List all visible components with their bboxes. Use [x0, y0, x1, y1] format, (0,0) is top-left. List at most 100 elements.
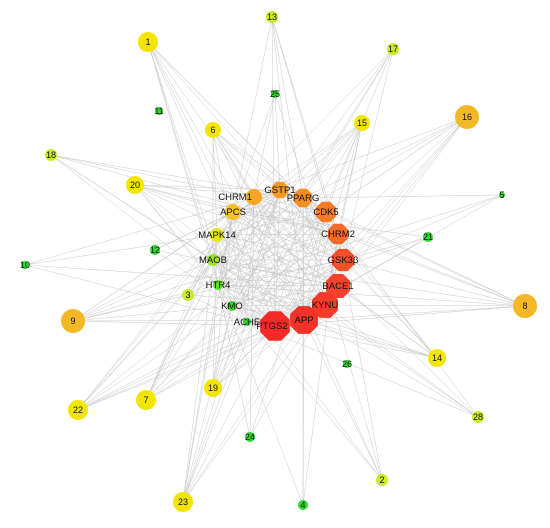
edge [212, 189, 281, 389]
edge [324, 304, 479, 418]
edge [253, 196, 326, 306]
edge [337, 233, 438, 359]
edge [337, 233, 383, 481]
edge [72, 233, 339, 322]
edge [147, 41, 276, 327]
edge [232, 211, 339, 235]
hub-node [327, 223, 349, 245]
node [21, 261, 29, 269]
edge [232, 211, 429, 238]
edge [325, 211, 479, 418]
node [136, 390, 156, 410]
hub-label: KMO [221, 301, 243, 312]
edge [147, 41, 255, 198]
edge [50, 154, 305, 321]
hub-label: CDK5 [313, 207, 338, 218]
edge [217, 284, 339, 287]
edge [253, 196, 383, 481]
edge [302, 197, 383, 481]
edge [302, 197, 339, 287]
edge [232, 211, 276, 327]
node [387, 43, 399, 55]
hub-node [207, 254, 219, 266]
edge [217, 211, 327, 286]
node-label: 17 [388, 44, 398, 54]
node-label: 3 [185, 290, 190, 300]
edge [231, 197, 304, 307]
edge [182, 234, 218, 503]
edge [216, 234, 233, 307]
node-label: 12 [150, 245, 160, 255]
edge [342, 259, 526, 307]
node-label: 11 [154, 106, 163, 116]
edge [216, 234, 479, 418]
node-label: 2 [379, 475, 384, 485]
hub-node [243, 318, 251, 326]
edge [77, 259, 214, 411]
hub-label: APP [294, 315, 313, 326]
edge [212, 321, 248, 389]
edge [217, 284, 383, 481]
edge [253, 196, 339, 235]
edge [77, 189, 281, 411]
node-label: 10 [20, 260, 30, 270]
edge [232, 48, 394, 213]
edge [232, 197, 304, 213]
edge [72, 259, 214, 322]
hub-label: GSK3β [328, 255, 359, 266]
edge [232, 211, 339, 287]
node-label: 6 [210, 125, 215, 135]
edge [147, 41, 219, 286]
edge [182, 321, 248, 503]
edge [182, 189, 281, 503]
edge [342, 236, 429, 261]
hub-label: BACE1 [322, 281, 353, 292]
edge [342, 48, 394, 261]
node-layer: 1 13 17 11 25 6 15 16 18 20 5 21 12 10 3 8 9 14 26 19 7 22 28 2… [20, 11, 537, 512]
hub-label: GSTP1 [264, 185, 295, 196]
edge [154, 249, 339, 287]
node-label: 24 [245, 432, 255, 442]
hub-label: MAOB [199, 255, 227, 266]
hub-node [326, 274, 350, 298]
edge [145, 234, 218, 401]
edge [182, 197, 304, 503]
node [455, 105, 479, 129]
edge [24, 234, 218, 266]
edge [72, 211, 234, 322]
edge [24, 264, 339, 287]
node-label: 23 [178, 497, 188, 507]
hub-label: ACHE [234, 317, 260, 328]
edge [212, 116, 468, 261]
edge [337, 233, 526, 307]
edge [72, 259, 344, 322]
edge [303, 305, 526, 321]
edge [212, 259, 305, 321]
node [513, 294, 537, 318]
hub-node [213, 280, 223, 290]
node [271, 90, 279, 98]
edge [217, 259, 344, 286]
hub-label: PTGS2 [256, 321, 287, 332]
node [126, 176, 144, 194]
edge [212, 259, 526, 307]
edge [182, 305, 233, 503]
edge [212, 211, 234, 389]
node-label: 7 [143, 395, 148, 405]
edge [302, 194, 503, 199]
hub-node [315, 201, 337, 223]
node-label: 21 [423, 232, 433, 242]
edge [77, 234, 218, 411]
node-label: 19 [208, 383, 218, 393]
edge [212, 129, 281, 191]
edge [325, 211, 339, 287]
edge [134, 184, 281, 191]
node [376, 474, 388, 486]
edge [217, 284, 438, 359]
node-label: 16 [462, 112, 472, 122]
node [150, 245, 160, 255]
node [61, 309, 85, 333]
node [68, 400, 88, 420]
edge [212, 233, 339, 261]
node [266, 11, 278, 23]
